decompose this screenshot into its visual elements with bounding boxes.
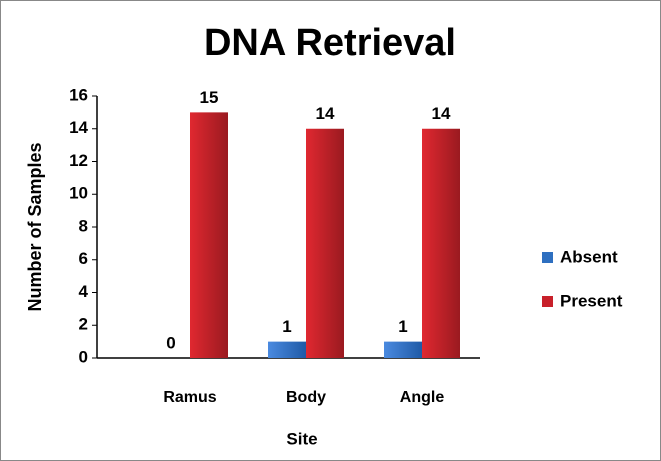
legend-label: Present bbox=[560, 291, 623, 310]
bar bbox=[190, 112, 228, 358]
y-axis-label: Number of Samples bbox=[25, 142, 45, 311]
legend-swatch bbox=[542, 296, 553, 307]
data-label: 1 bbox=[282, 317, 291, 336]
y-tick-label: 4 bbox=[79, 282, 89, 301]
y-tick-label: 0 bbox=[79, 347, 88, 366]
data-label: 1 bbox=[398, 317, 407, 336]
legend-swatch bbox=[542, 252, 553, 263]
x-axis-label: Site bbox=[286, 429, 317, 448]
x-tick-label: Ramus bbox=[163, 389, 216, 406]
data-label: 15 bbox=[200, 88, 219, 107]
data-label: 0 bbox=[166, 333, 175, 352]
y-tick-label: 16 bbox=[69, 85, 88, 104]
bar bbox=[384, 341, 422, 358]
y-tick-label: 6 bbox=[79, 249, 88, 268]
y-tick-label: 8 bbox=[79, 216, 88, 235]
y-tick-label: 14 bbox=[69, 118, 88, 137]
data-label: 14 bbox=[316, 104, 335, 123]
x-tick-label: Angle bbox=[400, 389, 445, 406]
y-tick-label: 2 bbox=[79, 315, 88, 334]
y-tick-label: 10 bbox=[69, 184, 88, 203]
bar bbox=[422, 128, 460, 358]
chart-title: DNA Retrieval bbox=[204, 22, 456, 64]
legend-label: Absent bbox=[560, 247, 618, 266]
data-label: 14 bbox=[432, 104, 451, 123]
bar bbox=[306, 128, 344, 358]
x-tick-label: Body bbox=[286, 389, 326, 406]
y-tick-label: 12 bbox=[69, 151, 88, 170]
bar bbox=[268, 341, 306, 358]
